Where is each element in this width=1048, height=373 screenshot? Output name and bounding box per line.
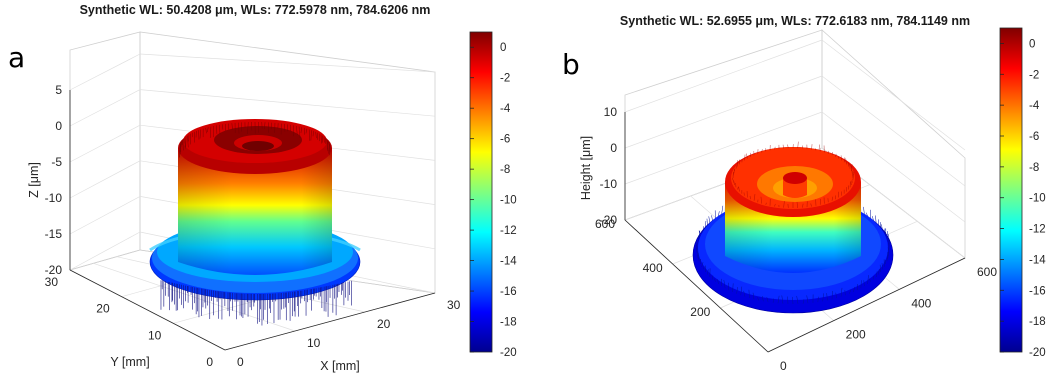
z-tick-label: -5 — [51, 155, 62, 169]
y-tick-label: 600 — [595, 217, 615, 231]
colorbar-tick-label: -18 — [500, 317, 517, 329]
panel-a-z-label: Z [μm] — [27, 162, 41, 198]
colorbar-tick-label: -18 — [1029, 316, 1046, 328]
colorbar-tick-label: -12 — [1029, 224, 1046, 236]
y-tick-label: 200 — [690, 305, 710, 319]
panel-a: a Synthetic WL: 50.4208 μm, WLs: 772.597… — [8, 3, 517, 373]
y-tick-label: 20 — [96, 302, 110, 316]
panel-a-letter: a — [8, 41, 25, 74]
colorbar-tick-label: -16 — [500, 286, 517, 298]
panel-a-title: Synthetic WL: 50.4208 μm, WLs: 772.5978 … — [80, 3, 431, 17]
colorbar-tick-label: -6 — [1029, 131, 1039, 143]
x-tick-label: 0 — [237, 355, 244, 369]
panel-b-colorbar — [999, 27, 1023, 353]
colorbar-tick-label: -10 — [500, 195, 517, 207]
panel-a-x-label: X [mm] — [320, 359, 360, 373]
x-tick-label: 200 — [846, 328, 866, 342]
panel-a-z-ticks: -20 -15 -10 -5 0 5 — [45, 83, 63, 277]
panel-a-colorbar-ticks: 0 -2 -4 -6 -8 -10 -12 -14 -16 -18 -20 — [470, 42, 517, 359]
panel-b-surface — [692, 141, 894, 314]
x-tick-label: 400 — [911, 296, 931, 310]
colorbar-tick-label: 0 — [500, 42, 506, 54]
panel-a-colorbar — [469, 31, 493, 353]
panel-b-z-ticks: -20 -10 0 10 — [600, 105, 618, 227]
panel-b-letter: b — [562, 48, 580, 81]
z-tick-label: -20 — [600, 213, 618, 227]
z-tick-label: 10 — [604, 105, 618, 119]
colorbar-tick-label: -10 — [1029, 193, 1046, 205]
colorbar-tick-label: -16 — [1029, 285, 1046, 297]
panel-a-y-label: Y [mm] — [110, 355, 149, 369]
colorbar-tick-label: -20 — [500, 347, 517, 359]
panel-a-axes-grid — [68, 31, 436, 351]
colorbar-tick-label: -4 — [500, 103, 511, 115]
colorbar-tick-label: 0 — [1029, 38, 1035, 50]
colorbar-tick-label: -12 — [500, 225, 517, 237]
z-tick-label: -10 — [600, 177, 618, 191]
panel-b-x-ticks: 0 200 400 600 — [780, 265, 997, 373]
y-tick-label: 10 — [148, 328, 162, 342]
z-tick-label: 0 — [55, 119, 62, 133]
colorbar-tick-label: -14 — [1029, 254, 1046, 266]
z-tick-label: 5 — [55, 83, 62, 97]
colorbar-tick-label: -2 — [1029, 69, 1039, 81]
y-tick-label: 400 — [643, 261, 663, 275]
z-tick-label: -15 — [45, 227, 63, 241]
x-tick-label: 0 — [780, 359, 787, 373]
x-tick-label: 10 — [307, 336, 321, 350]
x-tick-label: 30 — [447, 298, 461, 312]
colorbar-tick-label: -4 — [1029, 100, 1040, 112]
panel-a-x-ticks: 0 10 20 30 — [237, 298, 461, 369]
colorbar-tick-label: -20 — [1029, 347, 1046, 359]
colorbar-tick-label: -8 — [500, 164, 510, 176]
colorbar-tick-label: -14 — [500, 256, 517, 268]
colorbar-tick-label: -6 — [500, 134, 510, 146]
z-tick-label: -20 — [45, 263, 63, 277]
panel-b-title: Synthetic WL: 52.6955 μm, WLs: 772.6183 … — [620, 14, 970, 28]
panel-a-y-ticks: 0 10 20 30 — [45, 275, 214, 369]
y-tick-label: 30 — [45, 275, 59, 289]
x-tick-label: 600 — [977, 265, 997, 279]
panel-b-colorbar-ticks: 0 -2 -4 -6 -8 -10 -12 -14 -16 -18 -20 — [1000, 38, 1046, 359]
colorbar-tick-label: -2 — [500, 73, 510, 85]
panel-a-surface — [149, 119, 361, 326]
x-tick-label: 20 — [377, 317, 391, 331]
colorbar-tick-label: -8 — [1029, 162, 1039, 174]
panel-b-z-label: Height [μm] — [579, 136, 593, 200]
y-tick-label: 0 — [206, 355, 213, 369]
panel-b: b Synthetic WL: 52.6955 μm, WLs: 772.618… — [562, 14, 1046, 373]
z-tick-label: 0 — [610, 141, 617, 155]
z-tick-label: -10 — [45, 191, 63, 205]
panel-b-y-ticks: 200 400 600 — [595, 217, 711, 319]
